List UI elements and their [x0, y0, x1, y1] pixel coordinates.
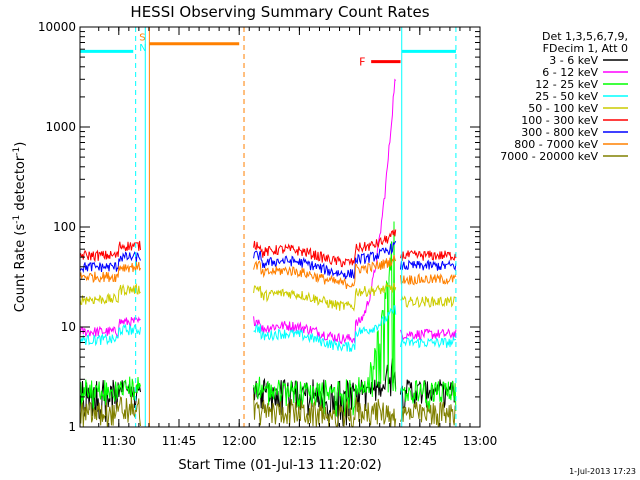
series-line [400, 250, 457, 261]
vertical-markers [79, 27, 457, 427]
series-50-100-kev [79, 282, 457, 312]
legend: Det 1,3,5,6,7,9,FDecim 1, Att 03 - 6 keV… [500, 30, 628, 163]
x-tick-label: 12:30 [342, 434, 377, 448]
legend-entry: 7000 - 20000 keV [500, 150, 598, 163]
series-line [400, 379, 457, 413]
y-axis-title: Count Rate (s-1 detector-1) [12, 142, 28, 313]
chart-title: HESSI Observing Summary Count Rates [130, 3, 429, 21]
series-800-7000-kev [79, 254, 457, 289]
x-tick-label: 11:30 [101, 434, 136, 448]
series-line [79, 251, 141, 274]
series-line [79, 376, 141, 411]
series-line [400, 335, 457, 349]
plot-area [79, 78, 457, 428]
x-tick-label: 13:00 [463, 434, 498, 448]
saa-marker: S [139, 33, 145, 44]
legend-header: FDecim 1, Att 0 [543, 42, 628, 55]
series-line [253, 394, 397, 428]
footer-date: 1-Jul-2013 17:23 [569, 467, 636, 476]
series-line [79, 283, 141, 306]
y-tick-label: 1 [68, 420, 76, 434]
x-axis: 11:30 11:45 12:00 12:15 12:30 12:45 13:00 [98, 27, 498, 448]
series-line [79, 396, 141, 428]
series-line [79, 261, 141, 284]
y-tick-label: 100 [53, 220, 76, 234]
legend-entry: 300 - 800 keV [521, 126, 598, 139]
series-line [400, 272, 457, 286]
legend-entry: 100 - 300 keV [521, 114, 598, 127]
series-line [400, 401, 457, 428]
series-line [400, 259, 457, 271]
x-tick-label: 12:00 [222, 434, 257, 448]
saa-marker: N [139, 43, 146, 54]
series-line [253, 221, 397, 417]
x-axis-title: Start Time (01-Jul-13 11:20:02) [178, 458, 381, 473]
series-300-800-kev [79, 240, 457, 280]
flag-label: F [359, 56, 365, 69]
series-line [79, 323, 141, 347]
x-tick-label: 11:45 [162, 434, 197, 448]
series-7000-20000-kev [79, 394, 457, 428]
legend-entry: 6 - 12 keV [542, 66, 598, 79]
series-line [400, 328, 457, 341]
legend-header: Det 1,3,5,6,7,9, [542, 30, 628, 43]
legend-entry: 3 - 6 keV [549, 54, 598, 67]
series-line [79, 240, 141, 263]
series-line [253, 305, 397, 352]
legend-entry: 12 - 25 keV [535, 78, 598, 91]
series-100-300-kev [79, 229, 457, 268]
x-tick-label: 12:15 [282, 434, 317, 448]
legend-entry: 800 - 7000 keV [514, 138, 598, 151]
x-tick-label: 12:45 [403, 434, 438, 448]
legend-entry: 50 - 100 keV [528, 102, 598, 115]
series-line [253, 78, 397, 345]
series-line [253, 229, 397, 268]
series-25-50-kev [79, 305, 457, 352]
y-axis: 1 10 100 1000 10000 [38, 20, 480, 434]
y-tick-label: 1000 [45, 120, 76, 134]
series-line [253, 240, 397, 280]
legend-entry: 25 - 50 keV [535, 90, 598, 103]
flag-bars: F SN [80, 33, 456, 69]
series-line [253, 282, 397, 312]
y-tick-label: 10000 [38, 20, 76, 34]
y-tick-label: 10 [61, 320, 76, 334]
series-12-25-kev [79, 221, 457, 417]
series-line [253, 254, 397, 289]
series-line [400, 295, 457, 308]
